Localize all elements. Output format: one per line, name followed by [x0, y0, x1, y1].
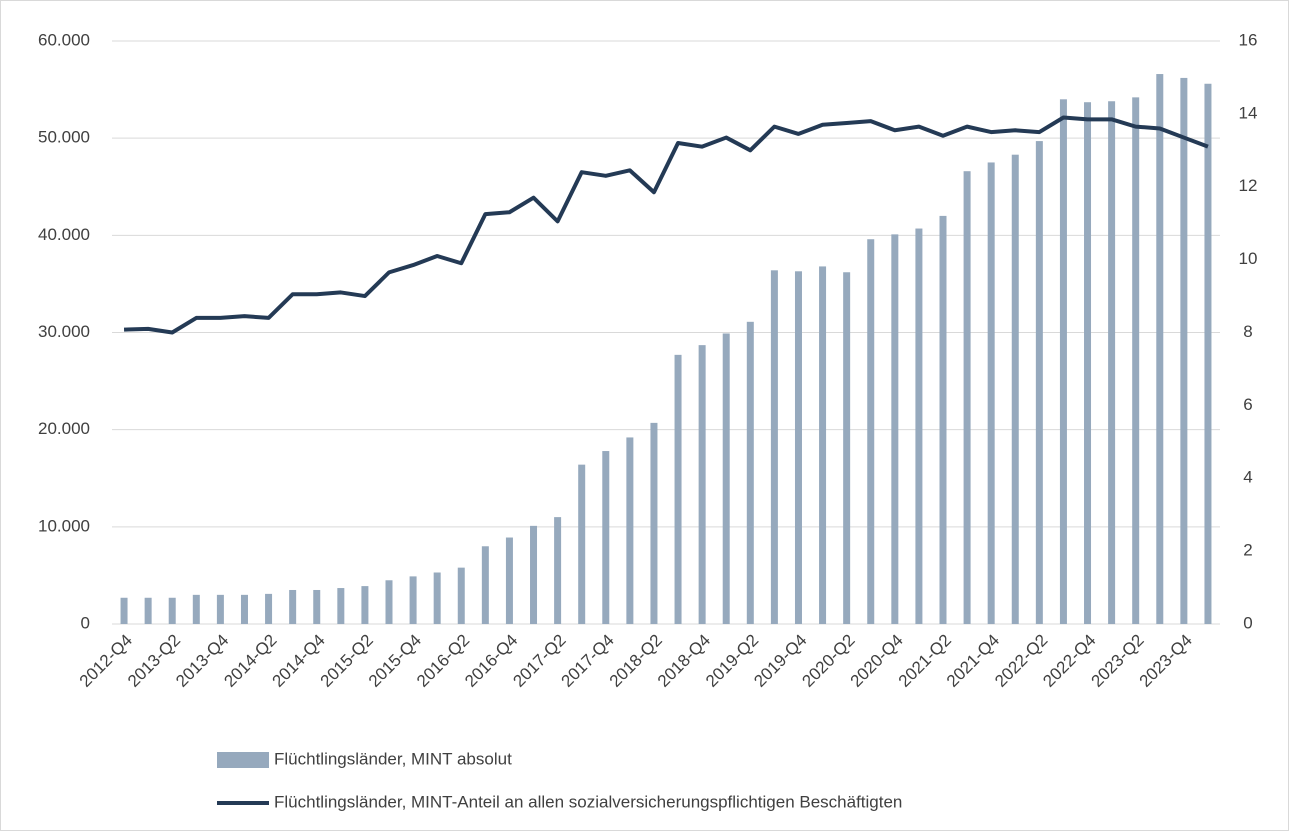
y-tick-label: 0	[81, 613, 90, 632]
bar	[1108, 101, 1116, 624]
y2-tick-label: 10	[1239, 249, 1258, 268]
bar	[1180, 77, 1188, 624]
y-tick-label: 10.000	[38, 516, 90, 535]
y2-tick-label: 12	[1239, 176, 1258, 195]
bar	[1011, 154, 1019, 624]
bar	[794, 271, 802, 624]
bar	[1132, 97, 1140, 624]
y-tick-label: 30.000	[38, 322, 90, 341]
y-tick-label: 60.000	[38, 30, 90, 49]
y-tick-label: 50.000	[38, 128, 90, 147]
bar	[1156, 74, 1164, 624]
y2-tick-label: 0	[1243, 613, 1252, 632]
bar	[385, 580, 393, 624]
bar	[481, 546, 489, 624]
bar	[867, 239, 875, 624]
bar	[1059, 99, 1067, 625]
y2-tick-label: 8	[1243, 322, 1252, 341]
y-tick-label: 20.000	[38, 419, 90, 438]
bar	[891, 234, 899, 624]
y2-tick-label: 14	[1239, 103, 1258, 122]
bar	[746, 321, 754, 624]
bar	[265, 593, 273, 624]
bar	[602, 451, 610, 624]
bar	[578, 464, 586, 624]
bar	[313, 589, 321, 624]
bar	[192, 594, 200, 624]
y2-tick-label: 16	[1239, 30, 1258, 49]
bar	[240, 594, 248, 624]
bar	[1204, 83, 1212, 624]
y2-tick-label: 2	[1243, 541, 1252, 560]
bar	[722, 333, 730, 624]
bar	[530, 525, 538, 624]
bar	[505, 537, 513, 624]
bar	[289, 589, 297, 624]
bar	[1035, 141, 1043, 624]
bar	[915, 228, 923, 624]
y2-tick-label: 6	[1243, 395, 1252, 414]
bar	[939, 215, 947, 624]
bar	[457, 567, 465, 624]
bar	[626, 437, 634, 624]
bar	[433, 572, 441, 624]
bar	[674, 354, 682, 624]
bar	[409, 576, 417, 624]
legend-label: Flüchtlingsländer, MINT-Anteil an allen …	[274, 792, 902, 811]
bar	[987, 162, 995, 625]
bar	[770, 270, 778, 624]
bar	[843, 272, 851, 624]
bar	[554, 517, 562, 624]
bar	[337, 588, 345, 624]
legend-label: Flüchtlingsländer, MINT absolut	[274, 749, 512, 768]
bar	[698, 345, 706, 624]
bar	[216, 594, 224, 624]
y2-tick-label: 4	[1243, 468, 1252, 487]
bar	[963, 171, 971, 624]
bar	[650, 422, 658, 624]
bar	[120, 597, 128, 624]
bar	[361, 586, 369, 624]
legend-swatch	[217, 752, 269, 768]
bar	[819, 266, 827, 624]
line	[123, 115, 1209, 335]
bar	[1084, 102, 1092, 625]
y-tick-label: 40.000	[38, 225, 90, 244]
bar	[144, 597, 152, 624]
bar	[168, 597, 176, 624]
